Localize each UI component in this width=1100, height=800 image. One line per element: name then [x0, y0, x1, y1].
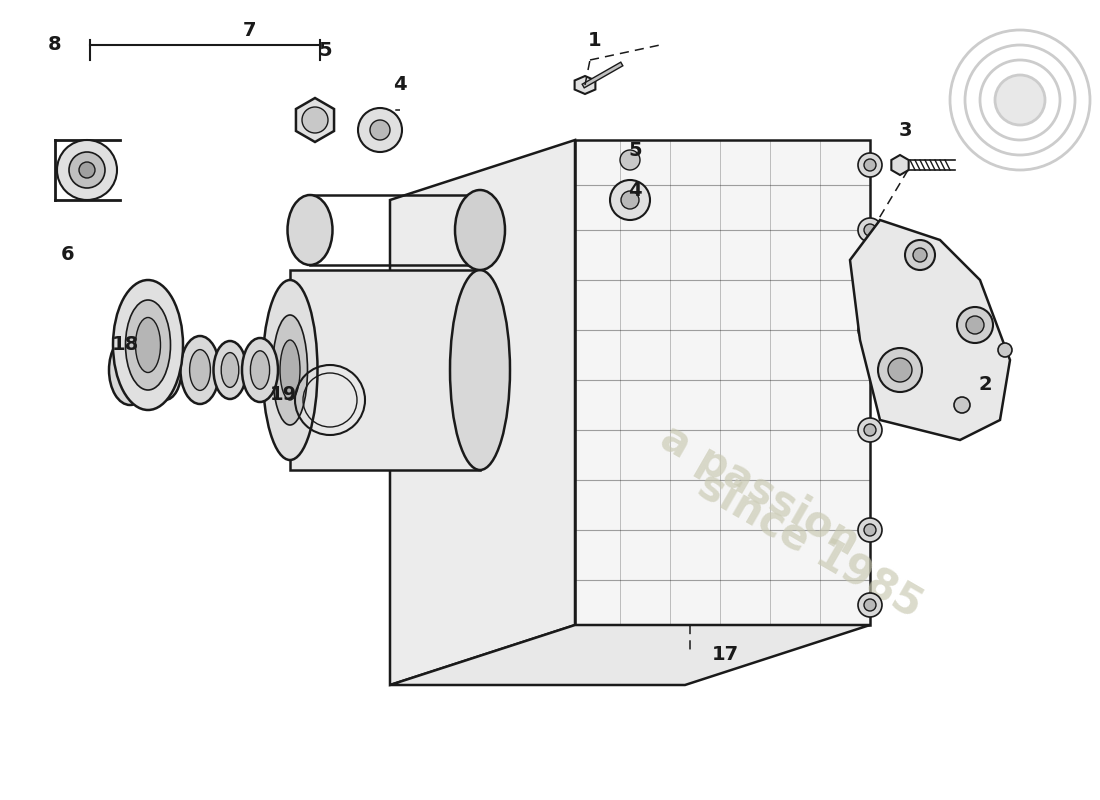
Polygon shape	[891, 155, 909, 175]
Polygon shape	[574, 76, 595, 94]
Ellipse shape	[455, 190, 505, 270]
Circle shape	[864, 324, 876, 336]
Ellipse shape	[109, 335, 151, 405]
Ellipse shape	[221, 353, 239, 387]
Text: 17: 17	[712, 646, 738, 665]
Circle shape	[358, 108, 402, 152]
Circle shape	[79, 162, 95, 178]
Ellipse shape	[156, 352, 174, 388]
Text: 5: 5	[628, 141, 641, 159]
Polygon shape	[296, 98, 334, 142]
Ellipse shape	[251, 350, 270, 389]
Circle shape	[620, 150, 640, 170]
Circle shape	[864, 159, 876, 171]
Polygon shape	[290, 270, 480, 470]
Circle shape	[858, 318, 882, 342]
Text: 6: 6	[62, 246, 75, 265]
Ellipse shape	[189, 350, 210, 390]
Circle shape	[913, 248, 927, 262]
Circle shape	[610, 180, 650, 220]
Ellipse shape	[125, 300, 170, 390]
Ellipse shape	[280, 340, 300, 400]
Circle shape	[905, 240, 935, 270]
Polygon shape	[615, 142, 646, 178]
Ellipse shape	[242, 338, 278, 402]
Circle shape	[957, 307, 993, 343]
Polygon shape	[390, 140, 575, 685]
Text: 18: 18	[111, 335, 139, 354]
Text: 4: 4	[393, 75, 407, 94]
Text: 3: 3	[899, 121, 912, 139]
Text: 19: 19	[270, 386, 297, 405]
Circle shape	[878, 348, 922, 392]
Circle shape	[864, 524, 876, 536]
Circle shape	[858, 218, 882, 242]
Ellipse shape	[450, 270, 510, 470]
Ellipse shape	[113, 280, 183, 410]
Circle shape	[57, 140, 117, 200]
Ellipse shape	[213, 341, 246, 399]
Circle shape	[966, 316, 984, 334]
Wedge shape	[295, 365, 354, 435]
Circle shape	[998, 343, 1012, 357]
Circle shape	[888, 358, 912, 382]
Circle shape	[864, 599, 876, 611]
Text: a passion: a passion	[653, 416, 867, 564]
Circle shape	[864, 224, 876, 236]
Text: 1: 1	[588, 30, 602, 50]
Circle shape	[858, 418, 882, 442]
Circle shape	[864, 424, 876, 436]
Polygon shape	[575, 140, 870, 625]
Circle shape	[858, 153, 882, 177]
Circle shape	[370, 120, 390, 140]
Circle shape	[302, 107, 328, 133]
Ellipse shape	[263, 280, 318, 460]
Ellipse shape	[135, 318, 161, 373]
Polygon shape	[850, 220, 1010, 440]
Text: 8: 8	[48, 35, 62, 54]
Text: 4: 4	[628, 181, 641, 199]
Text: since 1985: since 1985	[691, 464, 929, 626]
Ellipse shape	[119, 349, 141, 391]
Text: 7: 7	[243, 21, 256, 39]
Ellipse shape	[273, 315, 308, 425]
Text: 2: 2	[978, 375, 992, 394]
Circle shape	[69, 152, 104, 188]
Ellipse shape	[148, 340, 182, 400]
Text: 5: 5	[318, 41, 332, 59]
Circle shape	[954, 397, 970, 413]
Circle shape	[858, 518, 882, 542]
Polygon shape	[390, 625, 870, 685]
Circle shape	[858, 593, 882, 617]
Circle shape	[996, 75, 1045, 125]
Ellipse shape	[180, 336, 220, 404]
Ellipse shape	[287, 195, 332, 265]
Circle shape	[621, 191, 639, 209]
